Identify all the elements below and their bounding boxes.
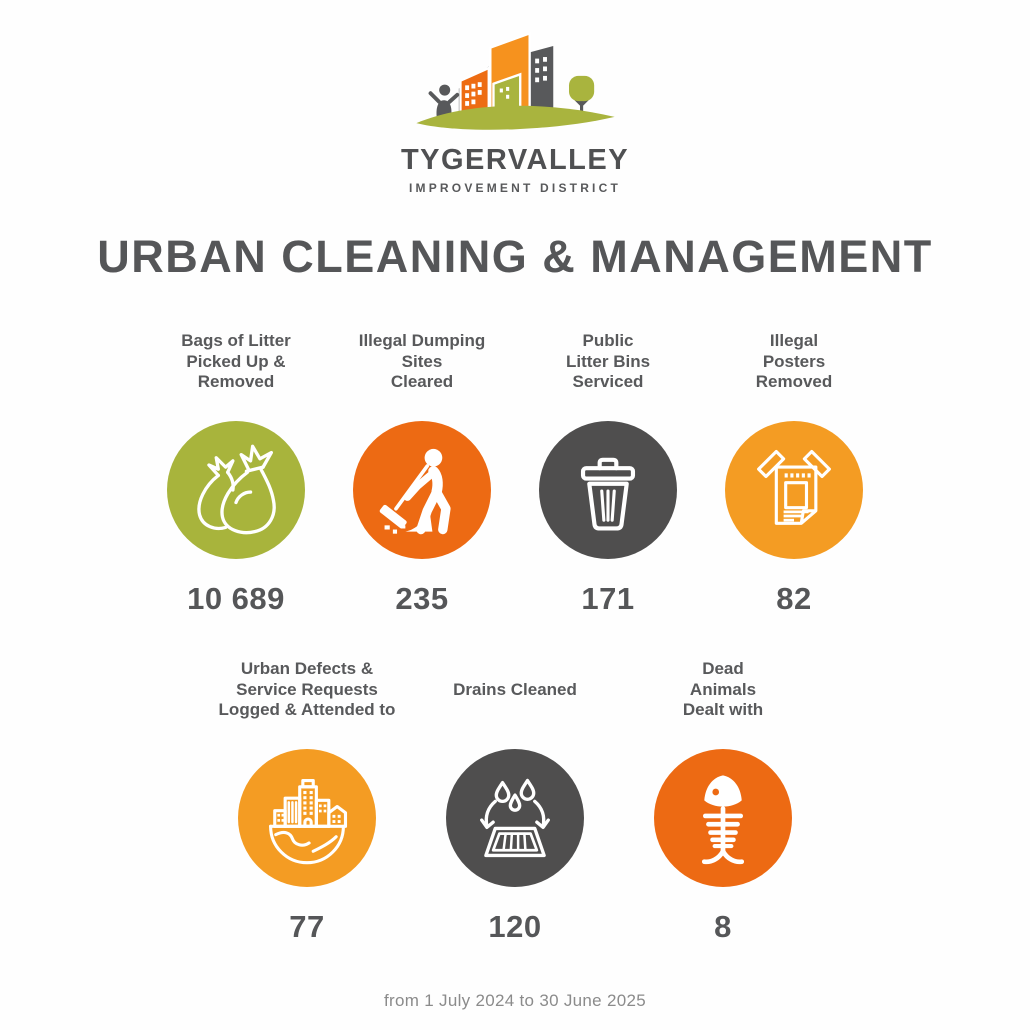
stat-circle (353, 421, 491, 559)
brand-name: TYGERVALLEY (400, 144, 630, 176)
stat-value: 120 (488, 909, 542, 944)
stat-circle (167, 421, 305, 559)
stat-drains-cleaned: Drains Cleaned (411, 657, 619, 945)
brand-tagline: IMPROVEMENT DISTRICT (408, 181, 621, 195)
stat-urban-defects: Urban Defects & Service Requests Logged … (203, 657, 411, 945)
stat-circle (725, 421, 863, 559)
stat-bags-of-litter: Bags of Litter Picked Up & Removed 10 68… (143, 329, 329, 617)
stat-circle (238, 749, 376, 887)
stat-label: Urban Defects & Service Requests Logged … (218, 658, 396, 720)
stat-value: 77 (289, 909, 325, 944)
stat-value: 171 (581, 581, 635, 616)
stat-illegal-posters: Illegal Posters Removed (701, 329, 887, 617)
stat-label: Bags of Litter Picked Up & Removed (181, 330, 291, 392)
street-sweeper-icon (379, 448, 451, 535)
stats-row-2: Urban Defects & Service Requests Logged … (203, 657, 827, 945)
stat-circle (446, 749, 584, 887)
drain-icon (480, 778, 550, 858)
stats-row-1: Bags of Litter Picked Up & Removed 10 68… (143, 329, 887, 617)
stat-label: Illegal Posters Removed (755, 330, 833, 392)
stat-dead-animals: Dead Animals Dealt with (619, 657, 827, 945)
trash-bags-icon (197, 444, 276, 535)
logo: TYGERVALLEY IMPROVEMENT DISTRICT (388, 24, 643, 195)
trash-can-icon (580, 457, 636, 531)
stat-litter-bins: Public Litter Bins Serviced 171 (515, 329, 701, 617)
fish-skeleton-icon (701, 775, 745, 865)
stat-label: Drains Cleaned (453, 679, 577, 699)
stat-circle (654, 749, 792, 887)
stat-value: 235 (395, 581, 449, 616)
page-title: URBAN CLEANING & MANAGEMENT (97, 231, 933, 282)
stat-label: Illegal Dumping Sites Cleared (358, 330, 486, 392)
stat-value: 82 (776, 581, 812, 616)
stat-value: 10 689 (187, 581, 285, 616)
stat-circle (539, 421, 677, 559)
stat-illegal-dumping: Illegal Dumping Sites Cleared (329, 329, 515, 617)
stat-label: Dead Animals Dealt with (682, 658, 764, 720)
city-globe-icon (269, 779, 348, 865)
poster-icon (757, 449, 831, 525)
stat-label: Public Litter Bins Serviced (565, 330, 651, 392)
tygervalley-logo-icon (415, 31, 615, 130)
stat-value: 8 (714, 909, 732, 944)
reporting-period: from 1 July 2024 to 30 June 2025 (384, 991, 646, 1010)
